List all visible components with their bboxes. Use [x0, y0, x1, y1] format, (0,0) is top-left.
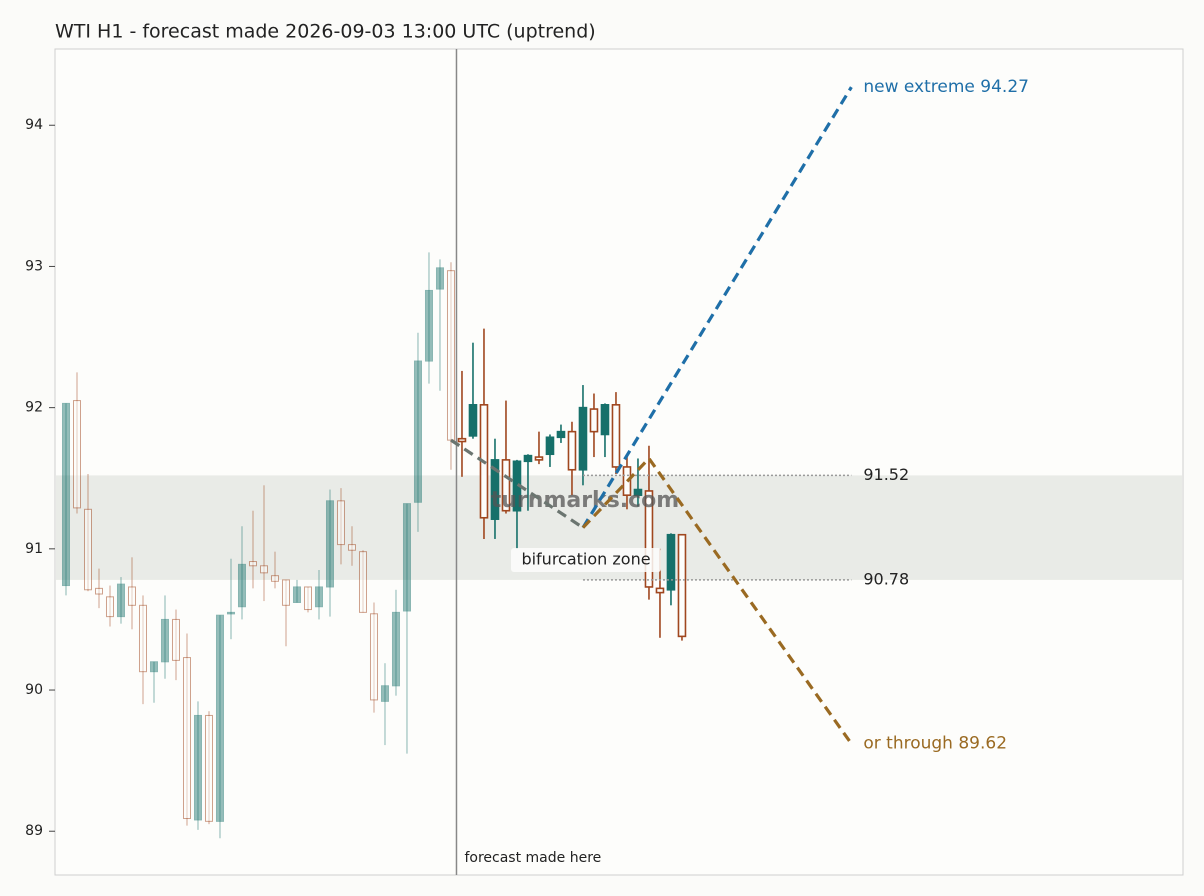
- zone-label-box: [511, 548, 661, 572]
- candle-body: [94, 587, 103, 595]
- candle-body: [83, 508, 92, 591]
- candle-body: [600, 404, 610, 436]
- candle-body: [457, 437, 467, 443]
- candle-body: [468, 404, 478, 437]
- candle-body: [413, 360, 422, 503]
- y-tick-label: 92: [25, 400, 43, 416]
- y-tick-label: 90: [25, 682, 43, 698]
- candle-body: [325, 500, 334, 588]
- candle-body: [644, 490, 654, 588]
- candle-body: [556, 430, 566, 439]
- candle-body: [270, 575, 279, 582]
- candle-body: [160, 618, 169, 663]
- candle-body: [391, 611, 400, 687]
- candle-body: [424, 289, 433, 362]
- candle-body: [215, 614, 224, 822]
- candle-body: [226, 611, 235, 615]
- candle-body: [182, 657, 191, 820]
- scenario-path: [581, 86, 853, 529]
- candle-body: [545, 436, 555, 456]
- candle-body: [380, 685, 389, 702]
- candle-body: [655, 587, 665, 594]
- candle-body: [589, 408, 599, 433]
- candle-body: [501, 459, 511, 512]
- scenario-path: [581, 455, 853, 745]
- candle-body: [358, 551, 367, 613]
- candle-body: [314, 586, 323, 608]
- candle-body: [138, 604, 147, 673]
- candle-body: [204, 714, 213, 822]
- candle-body: [61, 402, 70, 587]
- candle-body: [237, 563, 246, 608]
- y-tick-label: 93: [25, 258, 43, 274]
- y-tick-label: 91: [25, 541, 43, 557]
- scenario-label: new extreme 94.27: [863, 77, 1029, 97]
- candle-body: [281, 579, 290, 606]
- candle-body: [446, 270, 455, 441]
- candle-body: [149, 661, 158, 673]
- candle-body: [402, 503, 411, 612]
- candle-body: [369, 613, 378, 701]
- candle-body: [127, 586, 136, 606]
- watermark: turnmarks.com: [491, 488, 679, 513]
- candle-body: [336, 500, 345, 546]
- candle-body: [490, 459, 500, 520]
- candle-body: [611, 404, 621, 468]
- zone-level-label: 90.78: [863, 569, 909, 588]
- scenario-label: or through 89.62: [863, 734, 1007, 754]
- y-tick-label: 94: [25, 117, 43, 133]
- candle-body: [633, 488, 643, 496]
- candle-body: [105, 596, 114, 618]
- chart-title: WTI H1 - forecast made 2026-09-03 13:00 …: [55, 21, 596, 43]
- candle-body: [171, 618, 180, 661]
- candle-body: [193, 714, 202, 821]
- candle-body: [259, 565, 268, 574]
- candle-body: [666, 533, 676, 591]
- candle-body: [523, 454, 533, 463]
- candle-body: [116, 583, 125, 618]
- y-tick-label: 89: [25, 823, 43, 839]
- candle-body: [303, 586, 312, 611]
- candle-body: [72, 400, 81, 509]
- forecast-label: forecast made here: [464, 850, 601, 866]
- candle-body: [578, 406, 588, 471]
- base-path: [450, 438, 584, 529]
- candle-body: [435, 267, 444, 290]
- candle-body: [347, 544, 356, 551]
- candle-body: [292, 586, 301, 603]
- zone-label: bifurcation zone: [521, 550, 650, 569]
- candle-body: [677, 533, 687, 638]
- candle-body: [534, 456, 544, 461]
- zone-level-label: 91.52: [863, 465, 909, 484]
- candle-body: [567, 430, 577, 471]
- candle-body: [248, 561, 257, 567]
